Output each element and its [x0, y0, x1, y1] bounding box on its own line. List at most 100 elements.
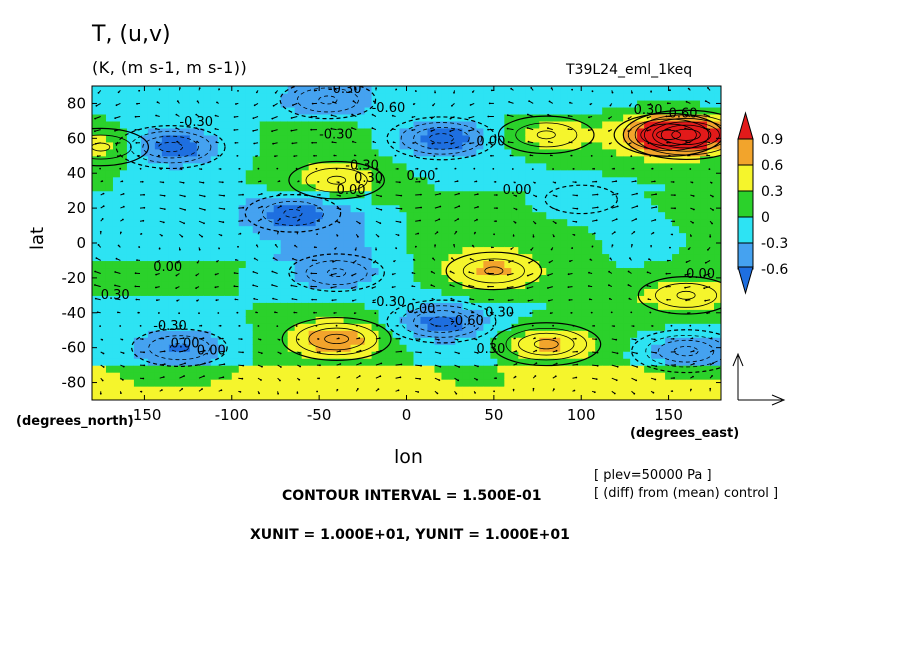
- field-cell: [231, 204, 240, 213]
- field-cell: [511, 372, 519, 380]
- field-cell: [126, 302, 135, 310]
- contour-line: [305, 260, 368, 286]
- field-cell: [553, 211, 561, 220]
- field-cell: [161, 113, 170, 122]
- field-cell: [714, 113, 721, 122]
- field-cell: [161, 176, 170, 185]
- field-cell: [700, 204, 708, 213]
- field-cell: [203, 393, 212, 400]
- wind-vector-head: [412, 258, 415, 261]
- field-cell: [693, 113, 701, 122]
- field-cell: [630, 351, 638, 359]
- field-cell: [427, 239, 436, 248]
- field-cell: [707, 155, 715, 164]
- field-cell: [644, 134, 652, 143]
- field-cell: [259, 386, 268, 394]
- field-cell: [210, 274, 219, 282]
- field-cell: [343, 127, 352, 136]
- field-cell: [357, 246, 366, 255]
- field-cell: [140, 120, 149, 129]
- field-cell: [343, 393, 352, 400]
- field-cell: [161, 372, 170, 380]
- field-cell: [602, 155, 610, 164]
- field-cell: [217, 323, 226, 331]
- field-cell: [266, 211, 275, 220]
- field-cell: [238, 386, 247, 394]
- field-cell: [406, 351, 415, 359]
- field-cell: [126, 162, 135, 171]
- field-cell: [392, 92, 401, 101]
- field-cell: [581, 288, 589, 296]
- field-cell: [287, 176, 296, 185]
- field-cell: [574, 393, 582, 400]
- field-cell: [189, 148, 198, 157]
- field-cell: [252, 120, 261, 129]
- field-cell: [168, 295, 177, 303]
- field-cell: [119, 106, 128, 115]
- wind-vector-head: [162, 221, 165, 224]
- field-cell: [546, 86, 554, 94]
- field-cell: [350, 274, 359, 282]
- field-cell: [448, 86, 457, 94]
- field-cell: [616, 323, 624, 331]
- field-cell: [92, 106, 100, 115]
- field-cell: [203, 379, 212, 387]
- field-cell: [546, 288, 554, 296]
- field-cell: [602, 92, 610, 101]
- field-cell: [469, 86, 477, 94]
- field-cell: [665, 365, 673, 373]
- field-cell: [665, 253, 673, 262]
- field-cell: [266, 141, 275, 150]
- field-cell: [532, 239, 540, 248]
- field-cell: [112, 239, 121, 248]
- field-cell: [448, 316, 457, 324]
- field-cell: [385, 120, 394, 129]
- field-cell: [679, 386, 687, 394]
- field-cell: [469, 330, 477, 338]
- field-cell: [161, 134, 170, 143]
- field-cell: [504, 344, 512, 352]
- field-cell: [322, 232, 331, 241]
- field-cell: [511, 141, 519, 150]
- field-cell: [357, 106, 366, 115]
- field-cell: [560, 351, 568, 359]
- field-cell: [637, 379, 645, 387]
- field-cell: [539, 358, 547, 366]
- field-cell: [441, 372, 450, 380]
- wind-vector-head: [299, 205, 302, 208]
- wind-vector-head: [372, 140, 375, 143]
- field-cell: [497, 232, 505, 241]
- field-cell: [714, 267, 721, 275]
- field-cell: [420, 260, 429, 269]
- field-cell: [490, 309, 498, 317]
- wind-vector-head: [135, 298, 138, 301]
- field-cell: [168, 211, 177, 220]
- field-cell: [630, 260, 638, 269]
- field-cell: [672, 246, 680, 255]
- field-cell: [553, 379, 561, 387]
- wind-vector-head: [175, 113, 178, 116]
- field-cell: [588, 183, 596, 192]
- field-cell: [133, 288, 142, 296]
- field-cell: [189, 211, 198, 220]
- field-cell: [322, 281, 331, 289]
- field-cell: [378, 183, 387, 192]
- field-cell: [525, 253, 533, 262]
- field-cell: [105, 211, 114, 220]
- field-cell: [189, 267, 198, 275]
- wind-vector-head: [380, 208, 383, 211]
- field-cell: [504, 204, 512, 213]
- field-cell: [448, 358, 457, 366]
- field-cell: [266, 386, 275, 394]
- field-cell: [196, 288, 205, 296]
- field-cell: [504, 393, 512, 400]
- field-cell: [154, 106, 163, 115]
- field-cell: [133, 337, 142, 345]
- field-cell: [525, 323, 533, 331]
- wind-vector-head: [217, 154, 220, 157]
- field-cell: [406, 232, 415, 241]
- field-cell: [203, 358, 212, 366]
- field-cell: [595, 190, 603, 199]
- field-cell: [154, 393, 163, 400]
- field-cell: [231, 211, 240, 220]
